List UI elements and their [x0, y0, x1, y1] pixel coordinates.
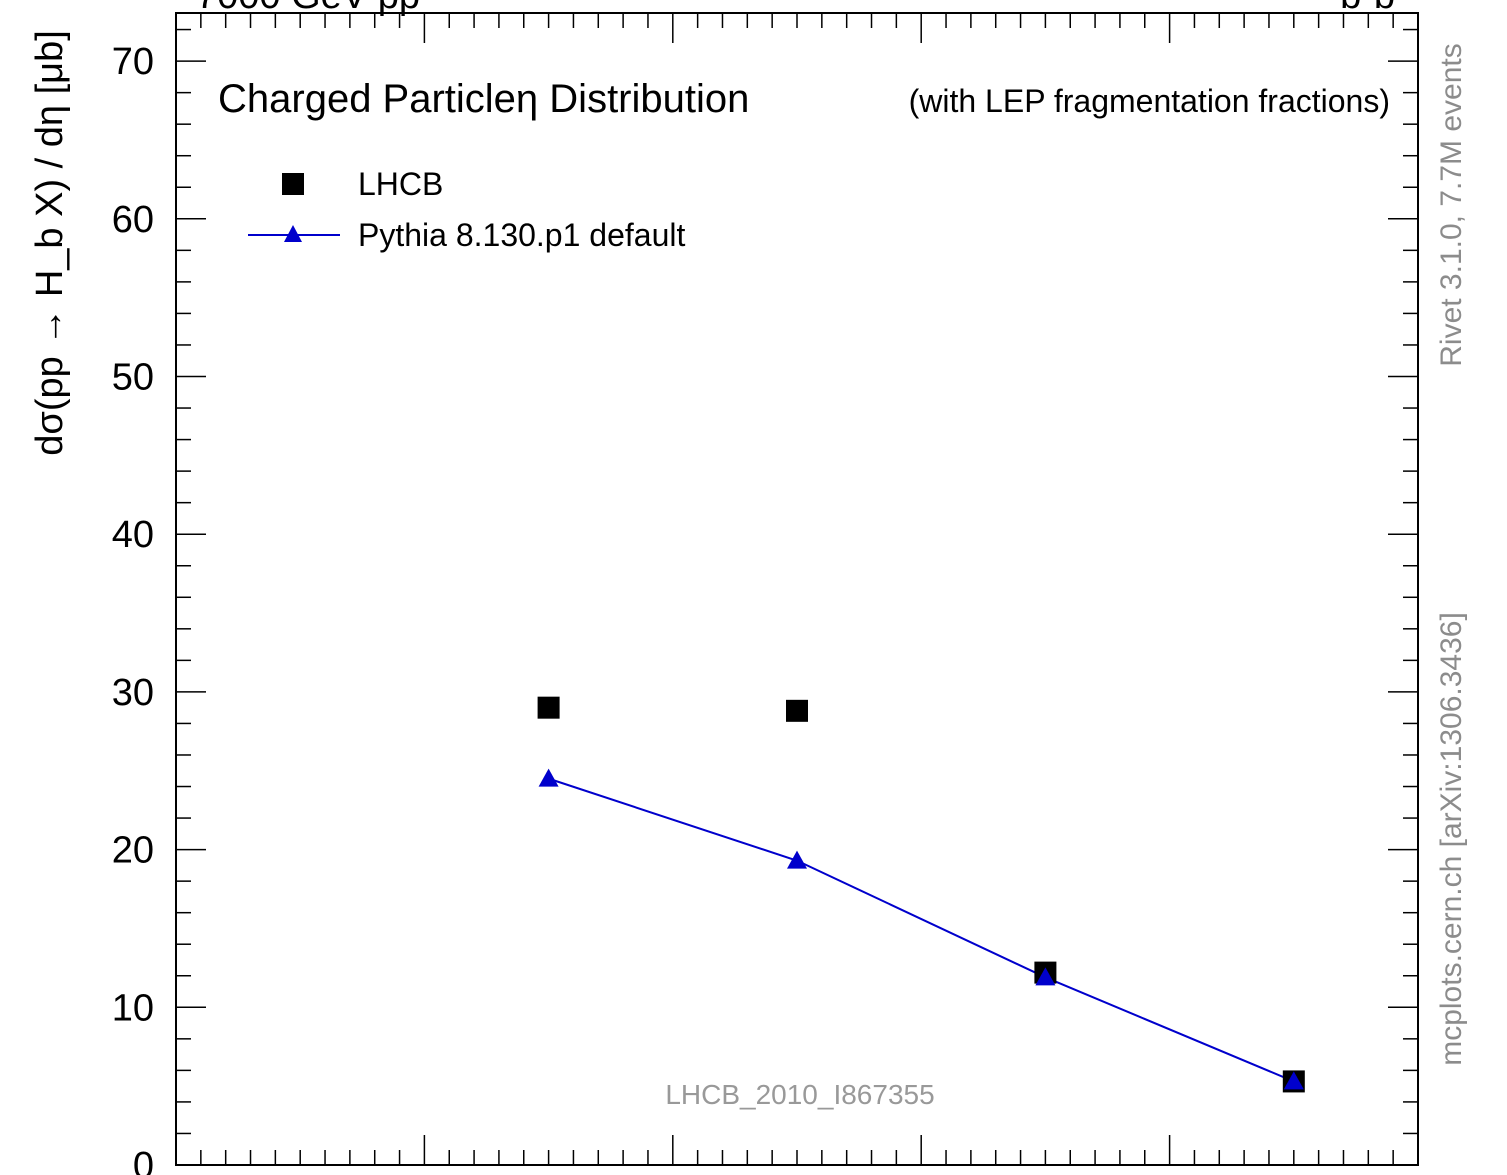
y-axis-label: dσ(pp → H_b X) / dη [μb]	[29, 30, 71, 456]
source-label: mcplots.cern.ch [arXiv:1306.3436]	[1435, 612, 1468, 1066]
y-tick-label: 50	[112, 357, 154, 399]
legend-marker-pythia	[284, 225, 302, 242]
chart-title: Charged Particleη Distribution	[218, 77, 749, 121]
legend: LHCB Pythia 8.130.p1 default	[248, 166, 685, 253]
chart-subtitle: (with LEP fragmentation fractions)	[909, 83, 1390, 119]
top-right-text: b-b	[1340, 0, 1395, 17]
y-tick-label: 70	[112, 41, 154, 83]
axes: 0 10 20 30 40 50 60 70	[112, 12, 1419, 1175]
y-tick-label: 0	[133, 1145, 154, 1175]
y-tick-label: 30	[112, 672, 154, 714]
top-left-text: 7000 GeV pp	[196, 0, 420, 17]
y-tick-label: 40	[112, 514, 154, 556]
data-point-lhcb	[786, 699, 808, 722]
data-point-pythia	[1035, 967, 1056, 986]
data-point-pythia	[1283, 1071, 1304, 1090]
series-line-pythia	[548, 777, 1295, 1083]
data-point-lhcb	[537, 696, 560, 719]
y-tick-label: 10	[112, 987, 154, 1029]
data-point-pythia	[787, 850, 807, 869]
legend-label-pythia: Pythia 8.130.p1 default	[358, 217, 685, 253]
y-tick-label: 20	[112, 830, 154, 872]
data-marks	[537, 696, 1305, 1093]
legend-marker-lhcb	[282, 173, 304, 195]
rivet-label: Rivet 3.1.0, 7.7M events	[1435, 43, 1468, 367]
analysis-id-label: LHCB_2010_I867355	[665, 1079, 934, 1110]
legend-label-lhcb: LHCB	[358, 166, 443, 202]
y-tick-label: 60	[112, 199, 154, 241]
data-point-pythia	[538, 768, 559, 787]
